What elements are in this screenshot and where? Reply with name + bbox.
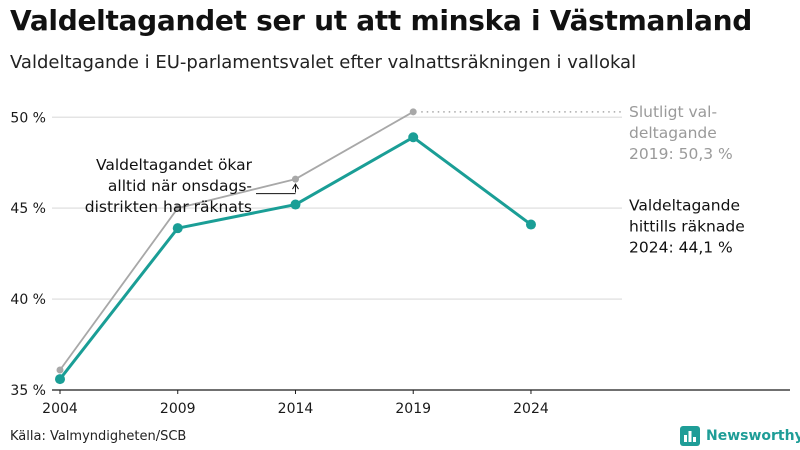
x-tick-label: 2019 [395,401,431,417]
gridlines [52,116,622,300]
night-2024-annotation: Valdeltagande [629,197,740,215]
bar-chart-logo-icon [680,426,700,446]
data-point-final [409,108,417,116]
x-tick-label: 2009 [160,401,196,417]
brand-logo: Newsworthy [680,426,800,446]
data-point-final [56,366,64,374]
y-tick-label: 50 % [10,110,46,126]
source-note: Källa: Valmyndigheten/SCB [10,429,187,444]
data-point-election_night [290,199,301,210]
y-tick-label: 40 % [10,292,46,308]
chart-subtitle: Valdeltagande i EU-parlamentsvalet efter… [10,52,637,73]
night-2024-annotation: 2024: 44,1 % [629,239,733,257]
x-tick-label: 2024 [513,401,549,417]
final-2019-annotation: 2019: 50,3 % [629,145,733,163]
data-point-election_night [172,223,183,234]
night-2024-annotation: hittills räknade [629,218,745,236]
y-tick-label: 35 % [10,383,46,399]
brand-name: Newsworthy [706,428,800,444]
x-tick-label: 2004 [42,401,78,417]
annotations: Slutligt val-deltagande 2019: 50,3 % Valde… [85,103,745,257]
data-point-final [291,175,299,183]
note-annotation: distrikten har räknats [85,198,252,216]
final-2019-annotation: deltagande [629,124,717,142]
chart-title: Valdeltagandet ser ut att minska i Västm… [10,4,753,37]
series-lines [55,108,536,385]
series-line-final [59,111,414,371]
line-chart: 35 % 40 % 45 % 50 % 2004 2009 2014 2019 2024 Slu… [10,103,790,417]
y-tick-label: 45 % [10,201,46,217]
x-tick-label: 2014 [278,401,314,417]
note-arrow-head [292,183,299,190]
data-point-election_night [55,374,65,385]
note-annotation: Valdeltagandet ökar [96,156,253,174]
data-point-election_night [525,219,536,230]
data-point-final [174,204,182,212]
data-point-election_night [408,132,419,143]
final-2019-annotation: Slutligt val- [629,103,717,121]
note-annotation: alltid när onsdags- [108,177,252,195]
x-axis: 35 % 40 % 45 % 50 % 2004 2009 2014 2019 2024 [10,110,790,417]
